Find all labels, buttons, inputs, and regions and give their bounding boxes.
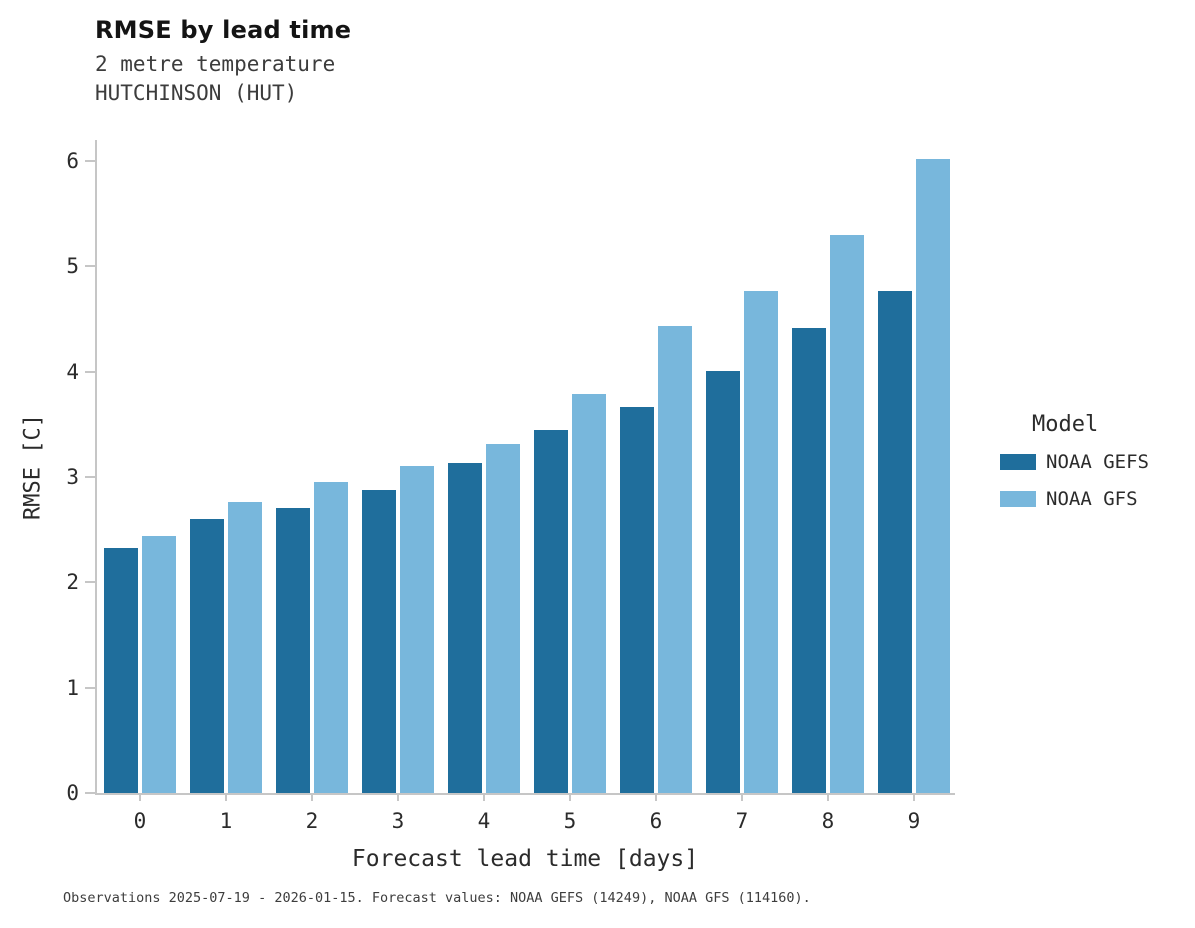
bar-noaa-gfs-lead-6 (658, 326, 692, 793)
x-tick-label-6: 6 (649, 809, 663, 833)
y-axis-label: RMSE [C] (20, 414, 46, 520)
bar-noaa-gfs-lead-0 (142, 536, 176, 793)
bar-noaa-gefs-lead-6 (620, 407, 654, 793)
y-tick-label-6: 6 (66, 149, 79, 173)
x-tick-label-3: 3 (391, 809, 405, 833)
legend: Model NOAA GEFS NOAA GFS (1000, 412, 1149, 525)
x-tick-mark-3 (397, 793, 399, 801)
y-tick-mark-5 (85, 265, 95, 268)
y-tick-label-2: 2 (66, 570, 79, 595)
y-tick-mark-0 (85, 792, 95, 794)
x-tick-mark-4 (483, 793, 485, 801)
chart-subtitle-station: HUTCHINSON (HUT) (95, 81, 298, 105)
bar-noaa-gefs-lead-4 (448, 463, 482, 793)
y-tick-label-3: 3 (66, 465, 79, 489)
y-tick-label-4: 4 (66, 359, 79, 384)
x-tick-mark-8 (827, 793, 829, 801)
bar-noaa-gefs-lead-9 (878, 290, 912, 793)
bar-noaa-gefs-lead-8 (792, 328, 826, 793)
x-tick-mark-9 (913, 793, 915, 801)
footer-note: Observations 2025-07-19 - 2026-01-15. Fo… (63, 890, 811, 906)
legend-label-noaa-gefs: NOAA GEFS (1046, 451, 1149, 473)
x-tick-label-9: 9 (907, 809, 921, 833)
bar-noaa-gfs-lead-4 (486, 444, 520, 793)
legend-swatch-noaa-gefs (1000, 454, 1036, 470)
y-tick-mark-2 (85, 581, 95, 584)
bar-noaa-gfs-lead-2 (314, 482, 348, 793)
x-tick-mark-1 (225, 793, 227, 801)
x-tick-mark-5 (569, 793, 571, 801)
bar-noaa-gefs-lead-3 (362, 489, 396, 793)
legend-swatch-noaa-gfs (1000, 491, 1036, 507)
y-tick-mark-3 (85, 476, 95, 478)
x-tick-label-0: 0 (133, 809, 147, 833)
legend-title: Model (1032, 412, 1099, 437)
y-tick-mark-1 (85, 686, 95, 689)
y-tick-mark-6 (85, 160, 95, 162)
y-tick-label-5: 5 (66, 254, 79, 279)
plot-area: 0 1 2 3 4 5 6 0 1 2 3 4 5 6 7 8 9 (66, 140, 955, 833)
x-tick-label-4: 4 (477, 809, 491, 833)
x-tick-mark-2 (311, 793, 313, 801)
y-tick-label-1: 1 (66, 675, 79, 700)
y-tick-mark-4 (85, 370, 95, 373)
bar-noaa-gefs-lead-1 (190, 519, 224, 793)
legend-item-noaa-gefs: NOAA GEFS (1000, 451, 1149, 473)
bar-noaa-gefs-lead-5 (534, 429, 568, 793)
legend-item-noaa-gfs: NOAA GFS (1000, 488, 1149, 510)
chart-subtitle-variable: 2 metre temperature (95, 52, 336, 76)
x-tick-mark-7 (741, 793, 743, 801)
chart-title: RMSE by lead time (95, 16, 352, 44)
x-tick-mark-0 (139, 793, 141, 801)
bar-noaa-gfs-lead-3 (400, 466, 434, 793)
bar-noaa-gfs-lead-8 (830, 234, 864, 793)
x-tick-label-7: 7 (735, 809, 749, 833)
bar-noaa-gfs-lead-7 (744, 290, 778, 793)
bar-noaa-gefs-lead-0 (104, 547, 138, 793)
bar-noaa-gefs-lead-7 (706, 370, 740, 793)
bar-noaa-gefs-lead-2 (276, 507, 310, 793)
bar-noaa-gfs-lead-1 (228, 502, 262, 793)
x-tick-mark-6 (655, 793, 657, 801)
x-tick-label-5: 5 (563, 809, 577, 833)
bar-noaa-gfs-lead-5 (572, 393, 606, 793)
x-tick-label-2: 2 (305, 809, 319, 833)
x-tick-label-8: 8 (821, 809, 835, 833)
legend-label-noaa-gfs: NOAA GFS (1046, 488, 1138, 510)
x-axis-label: Forecast lead time [days] (351, 846, 699, 872)
x-tick-label-1: 1 (219, 809, 233, 833)
y-tick-label-0: 0 (66, 781, 79, 805)
bar-noaa-gfs-lead-9 (916, 158, 950, 793)
